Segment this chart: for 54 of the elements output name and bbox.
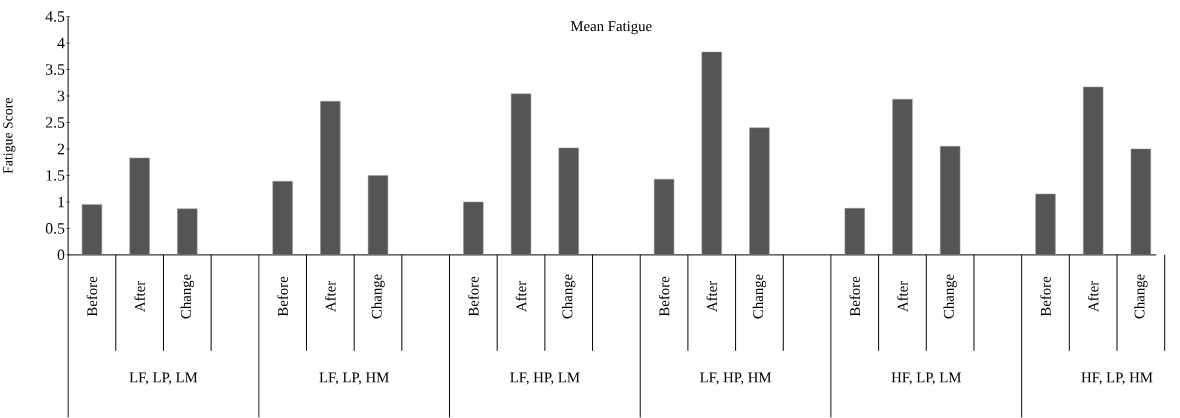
- x-tick-label: After: [897, 281, 908, 312]
- x-tick-label: Before: [468, 276, 479, 317]
- x-tick-label: Before: [1040, 276, 1051, 317]
- bar: [844, 208, 865, 256]
- bar: [749, 127, 770, 256]
- x-tick-label: Before: [658, 276, 670, 317]
- y-tick-label: 0: [57, 249, 65, 261]
- bar: [558, 147, 579, 256]
- bar: [701, 51, 722, 256]
- y-tick-label: 1.5: [46, 170, 65, 181]
- text: LF, LP, LM: [129, 372, 198, 385]
- x-tick-label: Change: [943, 274, 957, 319]
- x-tick-label: Before: [849, 276, 861, 317]
- x-tick-label: After: [1087, 281, 1099, 312]
- bar: [320, 101, 341, 256]
- x-tick-label: After: [325, 281, 336, 312]
- y-tick-label: 4.5: [45, 11, 65, 22]
- chart-title: Mean Fatigue: [570, 21, 652, 35]
- bar: [1035, 193, 1056, 256]
- y-tick-label: 0.5: [45, 223, 65, 234]
- text: LF, LP, HM: [319, 372, 389, 385]
- bar: [81, 204, 103, 256]
- text: HF, LP, LM: [891, 372, 961, 385]
- y-tick-label: 1: [58, 196, 64, 208]
- text: LF, HP, HM: [700, 372, 772, 385]
- bar: [367, 175, 389, 256]
- bar: [653, 178, 675, 256]
- text: LF, HP, LM: [510, 372, 580, 385]
- y-tick-label: 2: [57, 143, 65, 155]
- x-tick-label: Before: [86, 276, 98, 317]
- x-tick-label: After: [706, 281, 718, 312]
- bar: [940, 146, 961, 256]
- bar: [177, 208, 198, 256]
- bar: [892, 98, 913, 256]
- x-tick-label: Change: [180, 274, 195, 319]
- bar: [272, 181, 293, 256]
- bar: [1130, 148, 1151, 256]
- x-tick-label: Change: [562, 274, 576, 319]
- x-tick-label: Change: [371, 274, 385, 319]
- y-axis-title: Fatigue Score: [3, 98, 16, 174]
- x-tick-label: Change: [752, 274, 767, 319]
- x-tick-label: After: [515, 281, 527, 312]
- text: HF, LP, HM: [1081, 372, 1153, 385]
- bar: [463, 201, 484, 256]
- x-tick-label: Change: [1134, 274, 1148, 319]
- x-tick-label: Before: [277, 276, 288, 317]
- y-tick-label: 4: [57, 37, 65, 49]
- bar: [129, 157, 150, 256]
- y-tick-label: 3.5: [45, 64, 65, 75]
- y-tick-label: 3: [57, 90, 65, 102]
- y-tick-label: 2.5: [45, 117, 65, 128]
- x-tick-label: After: [134, 281, 145, 312]
- bar: [1083, 86, 1104, 256]
- bar: [510, 93, 532, 256]
